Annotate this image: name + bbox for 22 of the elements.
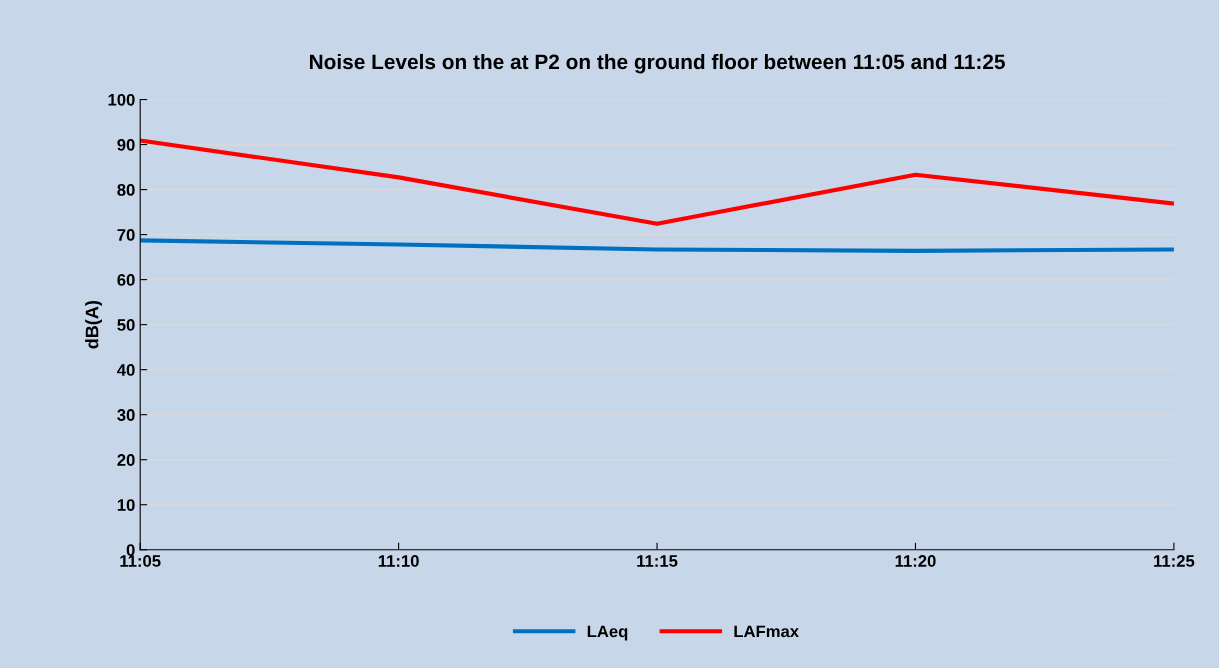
x-tick-label: 11:25 — [1154, 555, 1195, 567]
y-tick-label: 50 — [117, 319, 135, 331]
y-tick-label: 30 — [117, 409, 135, 421]
x-tick-label: 11:10 — [378, 555, 419, 567]
y-tick-label: 60 — [117, 274, 135, 286]
line-series — [140, 138, 1174, 226]
x-tick-label: 11:15 — [637, 555, 678, 567]
y-tick-label: 0 — [126, 544, 135, 556]
y-tick-label: 80 — [117, 183, 135, 196]
y-tick-label: 40 — [117, 364, 135, 376]
x-tick-label: 11:20 — [895, 555, 936, 567]
legend-label: LAeq — [587, 625, 628, 641]
y-tick-label: 70 — [117, 229, 135, 241]
y-tick-label: 100 — [108, 93, 135, 106]
y-tick-label: 20 — [117, 454, 135, 466]
line-series — [140, 238, 1174, 253]
x-tick-label: 11:05 — [120, 555, 161, 567]
y-axis-title: dB(A) — [85, 300, 102, 349]
chart-title: Noise Levels on the at P2 on the ground floor between 11:05 and 11:25 — [310, 53, 1005, 74]
y-tick-label: 10 — [117, 499, 135, 511]
legend-label: LAFmax — [734, 625, 799, 638]
y-tick-label: 90 — [117, 138, 135, 151]
